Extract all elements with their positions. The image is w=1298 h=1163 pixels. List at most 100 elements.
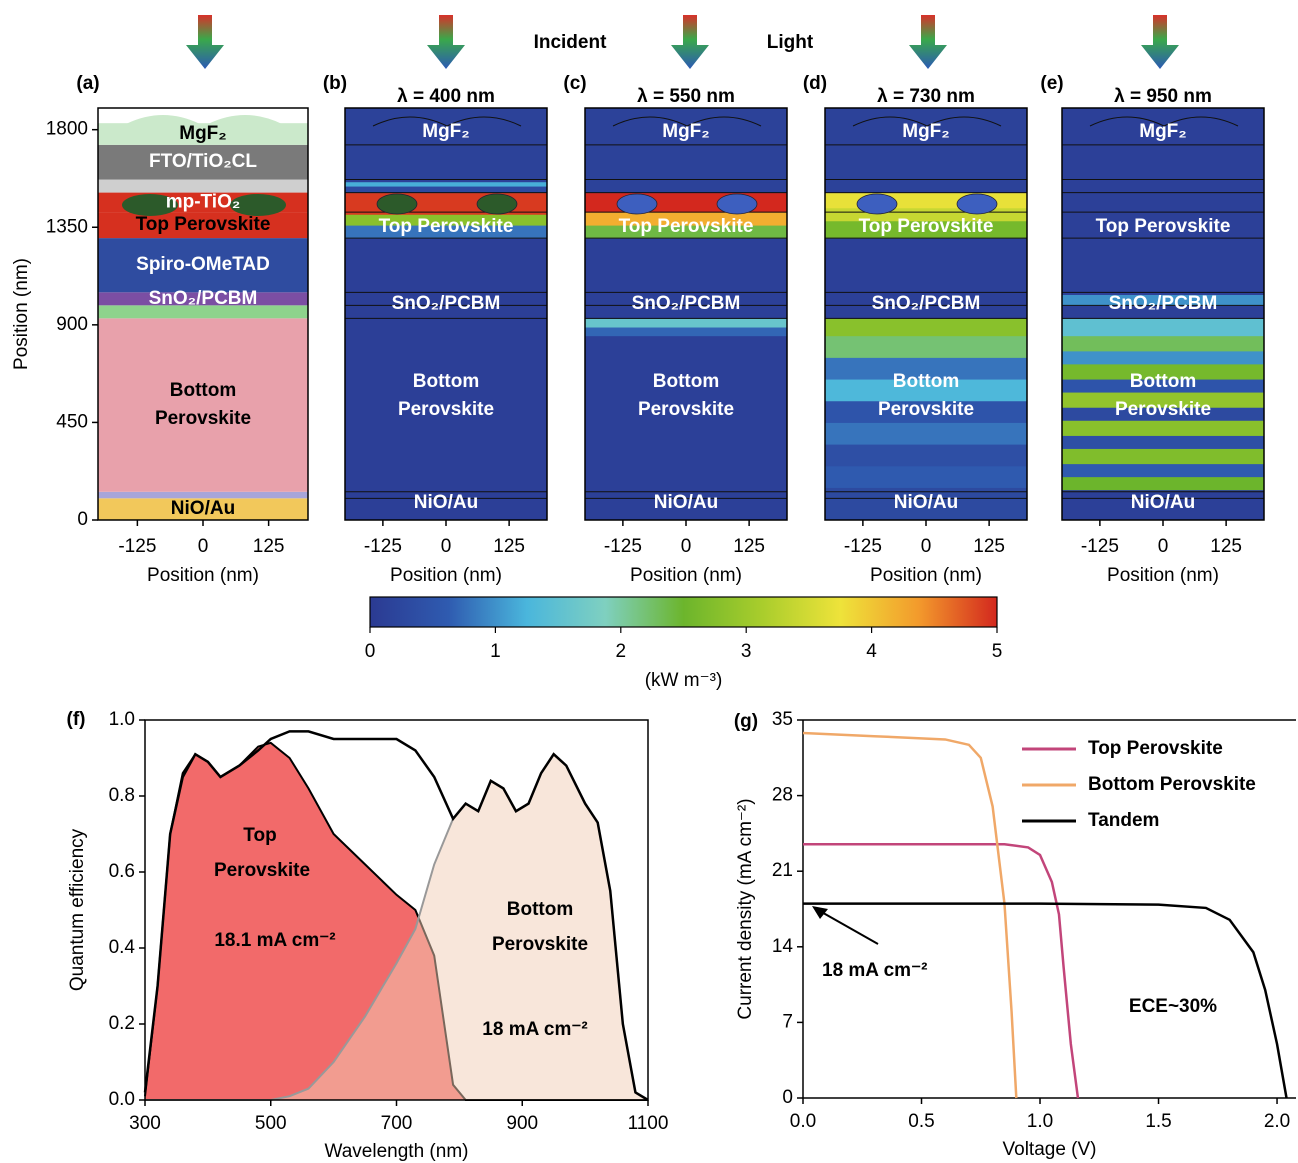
panel-label: (a) <box>76 73 99 94</box>
qe-area <box>145 754 648 1100</box>
annotation-arrow <box>817 909 879 945</box>
field-band <box>1062 448 1264 465</box>
y-tick-label: 0.0 <box>109 1089 135 1110</box>
layer <box>98 238 308 293</box>
x-tick-label: 700 <box>381 1113 413 1134</box>
layer-label: Bottom <box>170 380 236 401</box>
field-band <box>1062 420 1264 436</box>
nanoparticle <box>122 194 178 216</box>
layer-label: Top Perovskite <box>619 216 754 237</box>
y-tick-label: 21 <box>772 860 793 881</box>
layer-label: MgF₂ <box>662 121 709 142</box>
layer-label: Perovskite <box>638 399 734 420</box>
y-tick-label: 14 <box>772 936 794 957</box>
layer-label: SnO₂/PCBM <box>632 293 741 314</box>
field-band <box>825 357 1027 380</box>
x-axis-label: Position (nm) <box>1107 565 1219 586</box>
layer-label: NiO/Au <box>414 492 478 513</box>
jv-curve <box>803 902 1288 1099</box>
x-axis-label: Position (nm) <box>870 565 982 586</box>
nanoparticle <box>230 194 286 216</box>
layer-label: Top Perovskite <box>136 214 271 235</box>
layer-label: Bottom <box>1130 371 1196 392</box>
colorbar-tick-label: 2 <box>616 641 627 662</box>
field-band <box>825 379 1027 402</box>
x-tick-label: 0.5 <box>908 1111 934 1132</box>
field-band <box>1062 318 1264 337</box>
x-tick-label: -125 <box>604 536 642 557</box>
x-tick-label: -125 <box>1081 536 1119 557</box>
panel-label: (b) <box>323 73 347 94</box>
x-tick-label: 125 <box>1210 536 1242 557</box>
field-band <box>345 225 547 239</box>
layer-label: SnO₂/PCBM <box>872 293 981 314</box>
field-band <box>1062 108 1264 295</box>
annotation: Perovskite <box>214 860 310 881</box>
annotation-arrowhead <box>812 906 828 919</box>
layer-label: MgF₂ <box>422 121 469 142</box>
colorbar <box>369 596 998 628</box>
layer-label: NiO/Au <box>894 492 958 513</box>
x-tick-label: 0 <box>198 536 209 557</box>
annotation: 18 mA cm⁻² <box>482 1019 587 1040</box>
field-band <box>345 181 547 187</box>
layer-label: MgF₂ <box>1139 121 1186 142</box>
panel-title: λ = 950 nm <box>1114 86 1212 107</box>
panel-label: (d) <box>803 73 827 94</box>
qe-line <box>143 730 649 1102</box>
layer-label: Bottom <box>893 371 959 392</box>
y-tick-label: 0.8 <box>109 785 135 806</box>
layer <box>98 179 308 193</box>
x-tick-label: 500 <box>255 1113 287 1134</box>
panel-title: λ = 550 nm <box>637 86 735 107</box>
field-band <box>345 214 547 226</box>
field-band <box>825 465 1027 488</box>
annotation: ECE~30% <box>1129 996 1217 1017</box>
x-tick-label: 1100 <box>628 1113 669 1134</box>
nanoparticle <box>956 193 998 215</box>
annotation: 18 mA cm⁻² <box>822 960 927 981</box>
y-tick-label: 900 <box>56 314 88 335</box>
layer-label: SnO₂/PCBM <box>1109 293 1218 314</box>
layer-label: mp-TiO₂ <box>166 191 241 212</box>
legend-label: Tandem <box>1088 810 1159 831</box>
y-tick-label: 0.2 <box>109 1013 135 1034</box>
x-tick-label: -125 <box>118 536 156 557</box>
x-tick-label: -125 <box>844 536 882 557</box>
field-band <box>1062 305 1264 319</box>
incident-arrow <box>1141 15 1179 69</box>
nanoparticle <box>716 193 758 215</box>
field-band <box>585 335 787 521</box>
y-tick-label: 35 <box>772 709 793 730</box>
layer-label: NiO/Au <box>171 498 235 519</box>
colorbar-tick-label: 0 <box>365 641 376 662</box>
field-band <box>1062 294 1264 306</box>
panel-label: (g) <box>734 711 758 732</box>
layer-label: Perovskite <box>1115 399 1211 420</box>
field-band <box>1062 489 1264 521</box>
layer <box>98 123 308 145</box>
y-tick-label: 450 <box>56 411 88 432</box>
field-band <box>825 318 1027 337</box>
nanoparticle <box>376 193 418 215</box>
field-band <box>585 212 787 226</box>
y-tick-label: 0.6 <box>109 861 135 882</box>
x-tick-label: 900 <box>506 1113 538 1134</box>
layer-label: SnO₂/PCBM <box>149 288 258 309</box>
layer-label: MgF₂ <box>902 121 949 142</box>
layer <box>98 212 308 239</box>
layer-label: SnO₂/PCBM <box>392 293 501 314</box>
x-tick-label: -125 <box>364 536 402 557</box>
field-band <box>825 400 1027 423</box>
jv-curve <box>803 842 1080 1099</box>
incident-arrow <box>671 15 709 69</box>
field-band <box>1062 379 1264 393</box>
field-band <box>825 335 1027 358</box>
field-band <box>1062 335 1264 352</box>
field-band <box>1062 350 1264 365</box>
x-tick-label: 1.0 <box>1027 1111 1053 1132</box>
x-axis-label: Position (nm) <box>147 565 259 586</box>
x-tick-label: 300 <box>129 1113 161 1134</box>
panel-label: (c) <box>563 73 586 94</box>
